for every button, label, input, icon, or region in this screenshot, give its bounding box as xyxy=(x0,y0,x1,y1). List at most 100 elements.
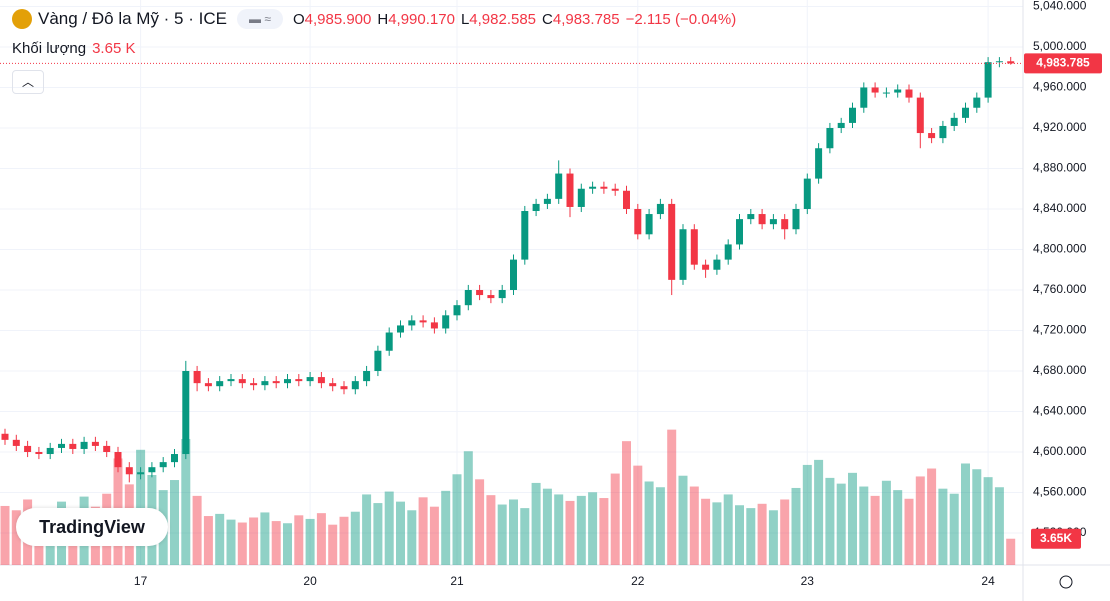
volume-bar xyxy=(565,500,575,565)
candle-body xyxy=(103,445,111,452)
candle-body xyxy=(250,383,258,386)
volume-bar xyxy=(701,498,711,565)
candle-body xyxy=(351,381,359,390)
candle-body xyxy=(193,370,201,384)
candle-body xyxy=(860,87,868,108)
volume-bar xyxy=(667,429,677,565)
volume-bar xyxy=(294,515,304,565)
candle-body xyxy=(284,379,291,384)
volume-bar xyxy=(441,490,451,565)
candle-body xyxy=(792,208,800,230)
volume-bar xyxy=(396,501,405,565)
volume-bar xyxy=(791,487,801,565)
y-tick-label: 4,680.000 xyxy=(1033,363,1087,377)
volume-bar xyxy=(452,474,462,565)
y-tick-label: 4,760.000 xyxy=(1033,282,1087,296)
candle-body xyxy=(939,125,947,139)
candle-body xyxy=(758,214,766,225)
volume-bar xyxy=(994,487,1004,565)
candle-body xyxy=(928,133,936,139)
candle-body xyxy=(216,381,224,387)
x-tick-label: 21 xyxy=(450,574,464,588)
volume-bar xyxy=(904,498,914,565)
candle-body xyxy=(510,259,517,290)
last-volume-label: 3.65K xyxy=(1040,531,1072,545)
volume-bar xyxy=(757,503,767,565)
y-tick-label: 4,840.000 xyxy=(1033,201,1087,215)
volume-bar xyxy=(644,481,654,565)
volume-bar xyxy=(689,486,699,565)
candle-body xyxy=(894,89,902,93)
candle-body xyxy=(204,383,212,387)
volume-bar xyxy=(260,512,270,565)
candle-body xyxy=(871,87,879,93)
candle-body xyxy=(611,188,619,191)
volume-bar xyxy=(588,492,598,565)
candle-body xyxy=(769,219,777,225)
volume-bar xyxy=(305,518,315,565)
candle-body xyxy=(487,295,495,299)
volume-bar xyxy=(463,451,473,565)
last-price-label: 4,983.785 xyxy=(1036,56,1090,70)
volume-bar xyxy=(1006,538,1016,565)
y-tick-label: 5,040.000 xyxy=(1033,0,1087,13)
volume-bar xyxy=(802,464,812,565)
toggle[interactable]: ▬ ≈ xyxy=(236,9,283,29)
volume-bar xyxy=(429,506,439,565)
candle-body xyxy=(702,264,710,270)
y-tick-label: 5,000.000 xyxy=(1033,39,1087,53)
y-tick-label: 4,960.000 xyxy=(1033,80,1087,94)
candle-body xyxy=(12,439,20,446)
ohlc-value: 4,990.170 xyxy=(388,10,455,28)
volume-bar xyxy=(339,516,349,565)
volume-bar xyxy=(825,477,835,565)
x-tick-label: 20 xyxy=(303,574,317,588)
ohlc-value: 4,985.900 xyxy=(304,10,372,28)
volume-bar xyxy=(881,480,891,565)
candle-body xyxy=(1,433,9,440)
candle-body xyxy=(148,467,156,473)
volume-bar xyxy=(475,479,485,565)
candle-body xyxy=(114,452,122,468)
candle-body xyxy=(80,441,88,449)
ohlc-low: L4,982.585 xyxy=(461,11,536,28)
volume-bar xyxy=(610,473,620,565)
legend-header: Vàng / Đô la Mỹ · 5 · ICE ▬ ≈ O4,985.900… xyxy=(12,9,742,29)
x-tick-label: 24 xyxy=(981,574,995,588)
volume-bar xyxy=(859,486,869,565)
ohlc-value: 4,983.785 xyxy=(552,10,620,28)
candle-body xyxy=(803,178,811,209)
volume-bar xyxy=(181,439,191,565)
candle-body xyxy=(306,377,314,382)
ohlc-close: C4,983.785 xyxy=(542,11,620,28)
candle-body xyxy=(543,198,551,204)
y-tick-label: 4,920.000 xyxy=(1033,120,1087,134)
volume-bar xyxy=(622,441,631,565)
volume-label: Khối lượng xyxy=(12,40,87,57)
candle-body xyxy=(317,377,325,384)
last-volume-badge xyxy=(1031,528,1081,549)
x-tick-label: 22 xyxy=(631,574,645,588)
candle-body xyxy=(182,370,190,455)
candle-body xyxy=(962,107,969,118)
candle-body xyxy=(973,97,981,108)
ohlc-label: H xyxy=(377,10,389,28)
volume-bar xyxy=(972,469,982,565)
volume-bar xyxy=(983,477,993,565)
collapse-button[interactable]: ︿ xyxy=(12,70,44,94)
candle-body xyxy=(464,289,472,306)
candle-body xyxy=(453,305,461,316)
volume-bar xyxy=(203,516,213,565)
settings-icon[interactable] xyxy=(1059,575,1073,589)
ohlc-high: H4,990.170 xyxy=(377,11,455,28)
volume-bar xyxy=(542,488,552,565)
candle-body xyxy=(589,186,597,189)
y-tick-label: 4,880.000 xyxy=(1033,161,1087,175)
y-tick-label: 4,560.000 xyxy=(1033,485,1087,499)
candle-body xyxy=(679,229,687,280)
volume-bar xyxy=(768,510,778,565)
candle-body xyxy=(46,447,54,455)
volume-bar xyxy=(283,523,292,565)
volume-bar xyxy=(497,504,507,565)
